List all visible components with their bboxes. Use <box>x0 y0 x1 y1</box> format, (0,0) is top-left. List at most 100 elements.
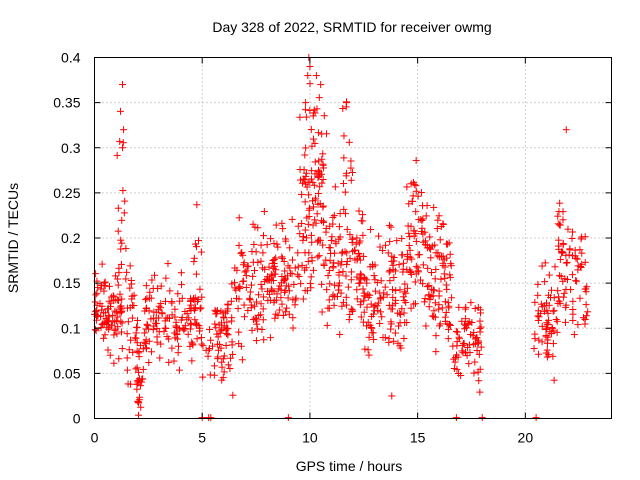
x-axis-label: GPS time / hours <box>296 458 403 474</box>
data-point <box>257 300 265 308</box>
data-point <box>257 241 265 249</box>
data-point <box>568 228 576 236</box>
data-point <box>281 267 289 275</box>
data-point <box>428 268 436 276</box>
data-point <box>403 183 411 191</box>
data-point <box>569 316 577 324</box>
data-point <box>143 320 151 328</box>
data-point <box>452 414 460 422</box>
data-point <box>111 318 119 326</box>
data-point <box>578 249 586 257</box>
data-point <box>414 251 422 259</box>
data-point <box>220 352 228 360</box>
data-point <box>471 305 479 313</box>
data-point <box>116 137 124 145</box>
data-point <box>571 252 579 260</box>
data-point <box>434 216 442 224</box>
data-point <box>329 213 337 221</box>
data-point <box>229 350 237 358</box>
x-tick-label: 10 <box>302 430 318 446</box>
data-point <box>143 294 151 302</box>
data-point <box>425 303 433 311</box>
data-point <box>475 350 483 358</box>
data-point <box>428 312 436 320</box>
data-point <box>302 113 310 121</box>
data-point <box>228 338 236 346</box>
data-point <box>545 271 553 279</box>
data-point <box>559 248 567 256</box>
data-point <box>186 342 194 350</box>
data-point <box>302 172 310 180</box>
data-point <box>252 317 260 325</box>
data-point <box>347 164 355 172</box>
data-point <box>144 321 152 329</box>
data-point <box>113 330 121 338</box>
y-tick-label: 0.05 <box>53 365 80 381</box>
data-point <box>412 230 420 238</box>
data-point <box>198 340 206 348</box>
data-point <box>419 261 427 269</box>
data-point <box>268 272 276 280</box>
data-point <box>578 233 586 241</box>
data-point <box>142 296 150 304</box>
data-point <box>267 285 275 293</box>
data-point <box>101 331 109 339</box>
data-point <box>535 313 543 321</box>
data-point <box>451 358 459 366</box>
data-point <box>150 271 158 279</box>
data-point <box>343 225 351 233</box>
data-point <box>476 306 484 314</box>
data-point <box>180 326 188 334</box>
data-point <box>387 318 395 326</box>
data-point <box>130 302 138 310</box>
data-point <box>301 226 309 234</box>
data-point <box>469 332 477 340</box>
data-point <box>304 72 312 80</box>
data-point <box>376 289 384 297</box>
data-point <box>114 227 122 235</box>
data-point <box>570 331 578 339</box>
data-point <box>438 304 446 312</box>
data-point <box>92 316 100 324</box>
data-point <box>389 261 397 269</box>
data-point <box>253 298 261 306</box>
data-point <box>406 266 414 274</box>
data-point <box>378 313 386 321</box>
data-point <box>355 207 363 215</box>
data-point <box>296 166 304 174</box>
data-point <box>128 295 136 303</box>
data-point <box>107 299 115 307</box>
data-point <box>299 233 307 241</box>
data-point <box>301 287 309 295</box>
data-point <box>152 314 160 322</box>
data-point <box>329 292 337 300</box>
data-point <box>444 335 452 343</box>
data-point <box>477 323 485 331</box>
data-point <box>564 276 572 284</box>
data-point <box>348 239 356 247</box>
data-point <box>431 313 439 321</box>
data-point <box>431 275 439 283</box>
data-point <box>441 298 449 306</box>
data-point <box>226 365 234 373</box>
data-point <box>224 301 232 309</box>
data-point <box>252 337 260 345</box>
data-point <box>406 246 414 254</box>
data-point <box>439 259 447 267</box>
data-point <box>213 310 221 318</box>
data-point <box>347 176 355 184</box>
data-point <box>364 346 372 354</box>
data-point <box>308 254 316 262</box>
data-point <box>218 363 226 371</box>
data-point <box>286 244 294 252</box>
data-point <box>545 351 553 359</box>
data-point <box>298 261 306 269</box>
data-point <box>350 247 358 255</box>
data-point <box>554 220 562 228</box>
data-point <box>316 183 324 191</box>
data-point <box>343 260 351 268</box>
data-point <box>309 197 317 205</box>
data-point <box>260 207 268 215</box>
data-point <box>258 326 266 334</box>
data-point <box>302 144 310 152</box>
